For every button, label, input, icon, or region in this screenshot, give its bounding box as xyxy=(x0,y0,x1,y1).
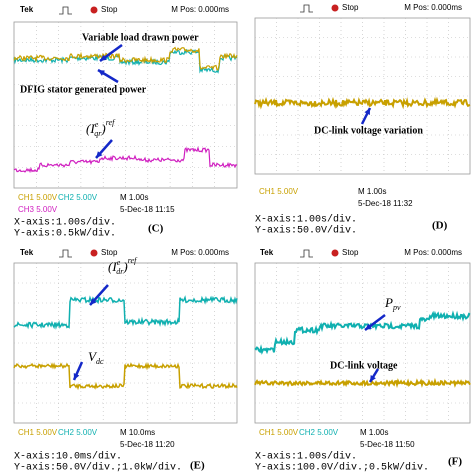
timebase: M 10.0ms xyxy=(120,428,155,437)
timestamp: 5-Dec-18 11:50 xyxy=(360,440,415,449)
paren: ) xyxy=(100,121,105,136)
brand: Tek xyxy=(20,5,34,14)
stop-icon xyxy=(331,4,339,12)
timestamp: 5-Dec-18 11:32 xyxy=(358,199,413,208)
panel-label: (D) xyxy=(432,220,448,232)
brand: Tek xyxy=(20,248,34,257)
symbol: Vdc xyxy=(88,349,104,366)
arrow-head xyxy=(100,54,107,61)
panel-label: (F) xyxy=(448,456,462,468)
symbol-sup: e xyxy=(117,258,121,267)
symbol-sub: dc xyxy=(96,357,104,366)
timebase: M 1.00s xyxy=(120,193,148,202)
scope-screen xyxy=(13,21,238,189)
position: M Pos: 0.000ms xyxy=(171,248,229,257)
symbol: Ppv xyxy=(384,295,401,312)
paren: ( xyxy=(108,259,113,274)
trace xyxy=(254,96,471,110)
status: Stop xyxy=(342,248,359,257)
x-axis-caption: X-axis:10.0ms/div. xyxy=(14,451,122,463)
channel: CH2 5.00V xyxy=(58,193,98,202)
status: Stop xyxy=(101,248,118,257)
panel-label: (C) xyxy=(148,223,164,235)
position: M Pos: 0.000ms xyxy=(404,248,462,257)
stop-icon xyxy=(331,249,339,257)
timebase: M 1.00s xyxy=(360,428,388,437)
trigger-icon xyxy=(300,4,313,13)
trigger-icon xyxy=(300,249,313,258)
arrow-head xyxy=(90,298,97,305)
annotation: Variable load drawn power xyxy=(82,32,199,43)
channel: CH1 5.00V xyxy=(259,428,299,437)
x-axis-caption: X-axis:1.00s/div. xyxy=(255,451,357,463)
x-axis-caption: X-axis:1.00s/div. xyxy=(14,217,116,229)
brand: Tek xyxy=(260,248,274,257)
symbol-base: I xyxy=(111,259,117,274)
annotation: DFIG stator generated power xyxy=(20,84,147,95)
symbol-outer: ref xyxy=(128,256,138,265)
panel-label: (E) xyxy=(190,460,205,472)
stop-icon xyxy=(90,6,98,14)
trigger-icon xyxy=(59,6,72,15)
symbol-base: I xyxy=(89,121,95,136)
y-axis-caption: Y-axis:50.0V/div.;1.0kW/div. xyxy=(14,462,182,474)
trigger-icon xyxy=(59,249,72,258)
status: Stop xyxy=(101,5,118,14)
timestamp: 5-Dec-18 11:20 xyxy=(120,440,175,449)
position: M Pos: 0.000ms xyxy=(171,5,229,14)
channel: CH2 5.00V xyxy=(58,428,98,437)
arrow-head xyxy=(96,151,103,158)
position: M Pos: 0.000ms xyxy=(404,3,462,12)
symbol-sub: qr xyxy=(94,129,102,138)
trace xyxy=(13,295,238,330)
arrow-head xyxy=(364,108,370,115)
scope-screen xyxy=(254,17,471,175)
channel: CH1 5.00V xyxy=(18,193,58,202)
timebase: M 1.00s xyxy=(358,187,386,196)
channel: CH2 5.00V xyxy=(299,428,339,437)
symbol-sub: dr xyxy=(116,267,124,276)
annotation: DC-link voltage variation xyxy=(314,125,423,136)
symbol-base: P xyxy=(384,295,393,310)
paren: ) xyxy=(122,259,127,274)
trace xyxy=(254,310,471,355)
channel: CH1 5.00V xyxy=(259,187,299,196)
arrow-head xyxy=(98,70,105,76)
timestamp: 5-Dec-18 11:15 xyxy=(120,205,175,214)
symbol-base: V xyxy=(88,349,98,364)
symbol-sub: pv xyxy=(392,303,401,312)
y-axis-caption: Y-axis:100.0V/div.;0.5kW/div. xyxy=(255,462,429,474)
stop-icon xyxy=(90,249,98,257)
symbol-sup: e xyxy=(95,120,99,129)
trace xyxy=(13,46,238,71)
trace xyxy=(254,377,471,389)
symbol: (Ie qr)ref xyxy=(86,118,116,138)
trace xyxy=(13,146,238,174)
status: Stop xyxy=(342,3,359,12)
symbol: (Ie dr)ref xyxy=(108,256,138,276)
symbol-outer: ref xyxy=(106,118,116,127)
arrow-head xyxy=(370,375,376,382)
trace xyxy=(13,361,238,391)
arrow-head xyxy=(73,373,80,380)
arrow-head xyxy=(365,323,372,330)
y-axis-caption: Y-axis:50.0V/div. xyxy=(255,225,357,237)
annotation: DC-link voltage xyxy=(330,360,398,371)
paren: ( xyxy=(86,121,91,136)
y-axis-caption: Y-axis:0.5kW/div. xyxy=(14,228,116,240)
x-axis-caption: X-axis:1.00s/div. xyxy=(255,214,357,226)
channel: CH1 5.00V xyxy=(18,428,58,437)
channel: CH3 5.00V xyxy=(18,205,58,214)
